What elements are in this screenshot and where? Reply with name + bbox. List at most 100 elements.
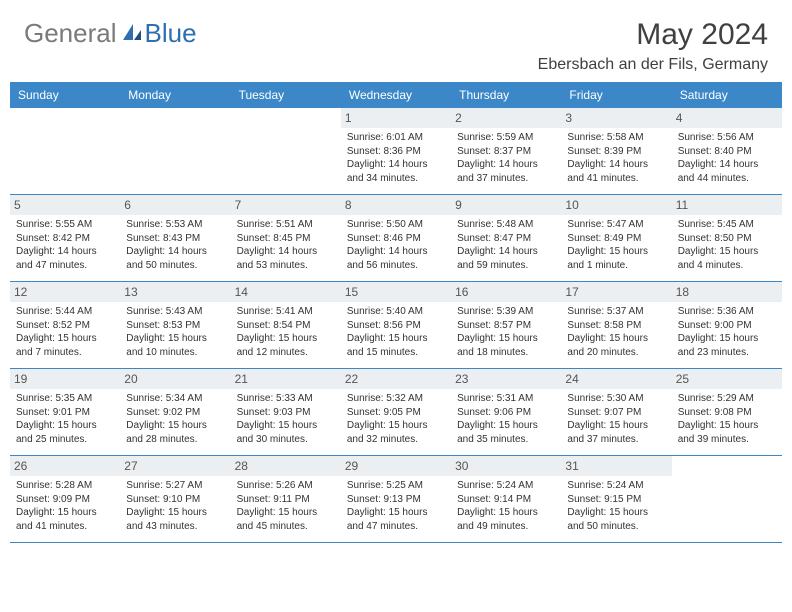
sunset-text: Sunset: 9:07 PM <box>567 406 665 420</box>
day-number: 13 <box>120 282 230 302</box>
day-number: 10 <box>561 195 671 215</box>
day-number: 12 <box>10 282 120 302</box>
calendar-day: 11Sunrise: 5:45 AMSunset: 8:50 PMDayligh… <box>672 195 782 281</box>
day-number: 29 <box>341 456 451 476</box>
daylight-text: Daylight: 14 hours and 56 minutes. <box>347 245 445 272</box>
calendar-week: 19Sunrise: 5:35 AMSunset: 9:01 PMDayligh… <box>10 369 782 456</box>
calendar-week: 12Sunrise: 5:44 AMSunset: 8:52 PMDayligh… <box>10 282 782 369</box>
calendar-day: 18Sunrise: 5:36 AMSunset: 9:00 PMDayligh… <box>672 282 782 368</box>
daylight-text: Daylight: 15 hours and 47 minutes. <box>347 506 445 533</box>
sunset-text: Sunset: 9:10 PM <box>126 493 224 507</box>
sunrise-text: Sunrise: 5:30 AM <box>567 392 665 406</box>
calendar-day: 23Sunrise: 5:31 AMSunset: 9:06 PMDayligh… <box>451 369 561 455</box>
sunset-text: Sunset: 8:42 PM <box>16 232 114 246</box>
sunrise-text: Sunrise: 5:25 AM <box>347 479 445 493</box>
daylight-text: Daylight: 14 hours and 44 minutes. <box>678 158 776 185</box>
day-number: 27 <box>120 456 230 476</box>
day-number: 16 <box>451 282 561 302</box>
sunset-text: Sunset: 8:58 PM <box>567 319 665 333</box>
daylight-text: Daylight: 15 hours and 43 minutes. <box>126 506 224 533</box>
daylight-text: Daylight: 15 hours and 39 minutes. <box>678 419 776 446</box>
calendar-day: 17 Sunrise: 5:37 AMSunset: 8:58 PMDayligh… <box>561 282 671 368</box>
brand-part1: General <box>24 18 117 49</box>
daylight-text: Daylight: 15 hours and 15 minutes. <box>347 332 445 359</box>
calendar-day: 24Sunrise: 5:30 AMSunset: 9:07 PMDayligh… <box>561 369 671 455</box>
sunrise-text: Sunrise: 5:35 AM <box>16 392 114 406</box>
daylight-text: Daylight: 14 hours and 37 minutes. <box>457 158 555 185</box>
daylight-text: Daylight: 15 hours and 4 minutes. <box>678 245 776 272</box>
day-number: 23 <box>451 369 561 389</box>
sunset-text: Sunset: 9:13 PM <box>347 493 445 507</box>
calendar-day: . <box>231 108 341 194</box>
sunrise-text: Sunrise: 5:44 AM <box>16 305 114 319</box>
dow-cell: Tuesday <box>231 82 341 108</box>
day-number: 17 <box>561 282 671 302</box>
daylight-text: Daylight: 15 hours and 45 minutes. <box>237 506 335 533</box>
calendar-week: 5Sunrise: 5:55 AMSunset: 8:42 PMDaylight… <box>10 195 782 282</box>
day-number: 1 <box>341 108 451 128</box>
calendar-day: 31Sunrise: 5:24 AMSunset: 9:15 PMDayligh… <box>561 456 671 542</box>
sunrise-text: Sunrise: 5:37 AM <box>567 305 665 319</box>
day-number: 11 <box>672 195 782 215</box>
day-number: 26 <box>10 456 120 476</box>
calendar-day: 26Sunrise: 5:28 AMSunset: 9:09 PMDayligh… <box>10 456 120 542</box>
sunset-text: Sunset: 8:39 PM <box>567 145 665 159</box>
calendar-day: 16Sunrise: 5:39 AMSunset: 8:57 PMDayligh… <box>451 282 561 368</box>
daylight-text: Daylight: 15 hours and 20 minutes. <box>567 332 665 359</box>
sunrise-text: Sunrise: 5:24 AM <box>457 479 555 493</box>
page-header: General Blue May 2024 Ebersbach an der F… <box>0 0 792 82</box>
calendar-week: 26Sunrise: 5:28 AMSunset: 9:09 PMDayligh… <box>10 456 782 543</box>
day-number: 31 <box>561 456 671 476</box>
sunrise-text: Sunrise: 5:48 AM <box>457 218 555 232</box>
sunrise-text: Sunrise: 5:40 AM <box>347 305 445 319</box>
calendar-day: 9Sunrise: 5:48 AMSunset: 8:47 PMDaylight… <box>451 195 561 281</box>
daylight-text: Daylight: 15 hours and 37 minutes. <box>567 419 665 446</box>
daylight-text: Daylight: 15 hours and 49 minutes. <box>457 506 555 533</box>
sunrise-text: Sunrise: 5:26 AM <box>237 479 335 493</box>
sunset-text: Sunset: 8:47 PM <box>457 232 555 246</box>
daylight-text: Daylight: 15 hours and 32 minutes. <box>347 419 445 446</box>
sunrise-text: Sunrise: 5:47 AM <box>567 218 665 232</box>
day-number: 22 <box>341 369 451 389</box>
sunset-text: Sunset: 9:05 PM <box>347 406 445 420</box>
daylight-text: Daylight: 15 hours and 10 minutes. <box>126 332 224 359</box>
sunset-text: Sunset: 8:40 PM <box>678 145 776 159</box>
calendar-day: 7Sunrise: 5:51 AMSunset: 8:45 PMDaylight… <box>231 195 341 281</box>
daylight-text: Daylight: 14 hours and 34 minutes. <box>347 158 445 185</box>
calendar: SundayMondayTuesdayWednesdayThursdayFrid… <box>0 82 792 543</box>
calendar-day: 3Sunrise: 5:58 AMSunset: 8:39 PMDaylight… <box>561 108 671 194</box>
sunrise-text: Sunrise: 5:53 AM <box>126 218 224 232</box>
sunrise-text: Sunrise: 5:41 AM <box>237 305 335 319</box>
calendar-day: 14Sunrise: 5:41 AMSunset: 8:54 PMDayligh… <box>231 282 341 368</box>
daylight-text: Daylight: 15 hours and 1 minute. <box>567 245 665 272</box>
sunset-text: Sunset: 8:46 PM <box>347 232 445 246</box>
daylight-text: Daylight: 15 hours and 28 minutes. <box>126 419 224 446</box>
calendar-day: 25Sunrise: 5:29 AMSunset: 9:08 PMDayligh… <box>672 369 782 455</box>
sunrise-text: Sunrise: 5:29 AM <box>678 392 776 406</box>
day-number: 18 <box>672 282 782 302</box>
daylight-text: Daylight: 14 hours and 59 minutes. <box>457 245 555 272</box>
daylight-text: Daylight: 14 hours and 53 minutes. <box>237 245 335 272</box>
sunset-text: Sunset: 8:43 PM <box>126 232 224 246</box>
sunset-text: Sunset: 8:45 PM <box>237 232 335 246</box>
sunrise-text: Sunrise: 5:24 AM <box>567 479 665 493</box>
dow-cell: Wednesday <box>341 82 451 108</box>
day-of-week-header: SundayMondayTuesdayWednesdayThursdayFrid… <box>10 82 782 108</box>
day-number: 8 <box>341 195 451 215</box>
sunset-text: Sunset: 8:56 PM <box>347 319 445 333</box>
sunrise-text: Sunrise: 5:34 AM <box>126 392 224 406</box>
day-number: 15 <box>341 282 451 302</box>
calendar-day: . <box>672 456 782 542</box>
sunrise-text: Sunrise: 5:33 AM <box>237 392 335 406</box>
location-label: Ebersbach an der Fils, Germany <box>538 56 768 74</box>
day-number: 3 <box>561 108 671 128</box>
sunrise-text: Sunrise: 5:32 AM <box>347 392 445 406</box>
calendar-day: 19Sunrise: 5:35 AMSunset: 9:01 PMDayligh… <box>10 369 120 455</box>
calendar-day: 20Sunrise: 5:34 AMSunset: 9:02 PMDayligh… <box>120 369 230 455</box>
sunset-text: Sunset: 8:50 PM <box>678 232 776 246</box>
daylight-text: Daylight: 15 hours and 18 minutes. <box>457 332 555 359</box>
dow-cell: Friday <box>561 82 671 108</box>
daylight-text: Daylight: 15 hours and 23 minutes. <box>678 332 776 359</box>
daylight-text: Daylight: 14 hours and 47 minutes. <box>16 245 114 272</box>
day-number: 7 <box>231 195 341 215</box>
